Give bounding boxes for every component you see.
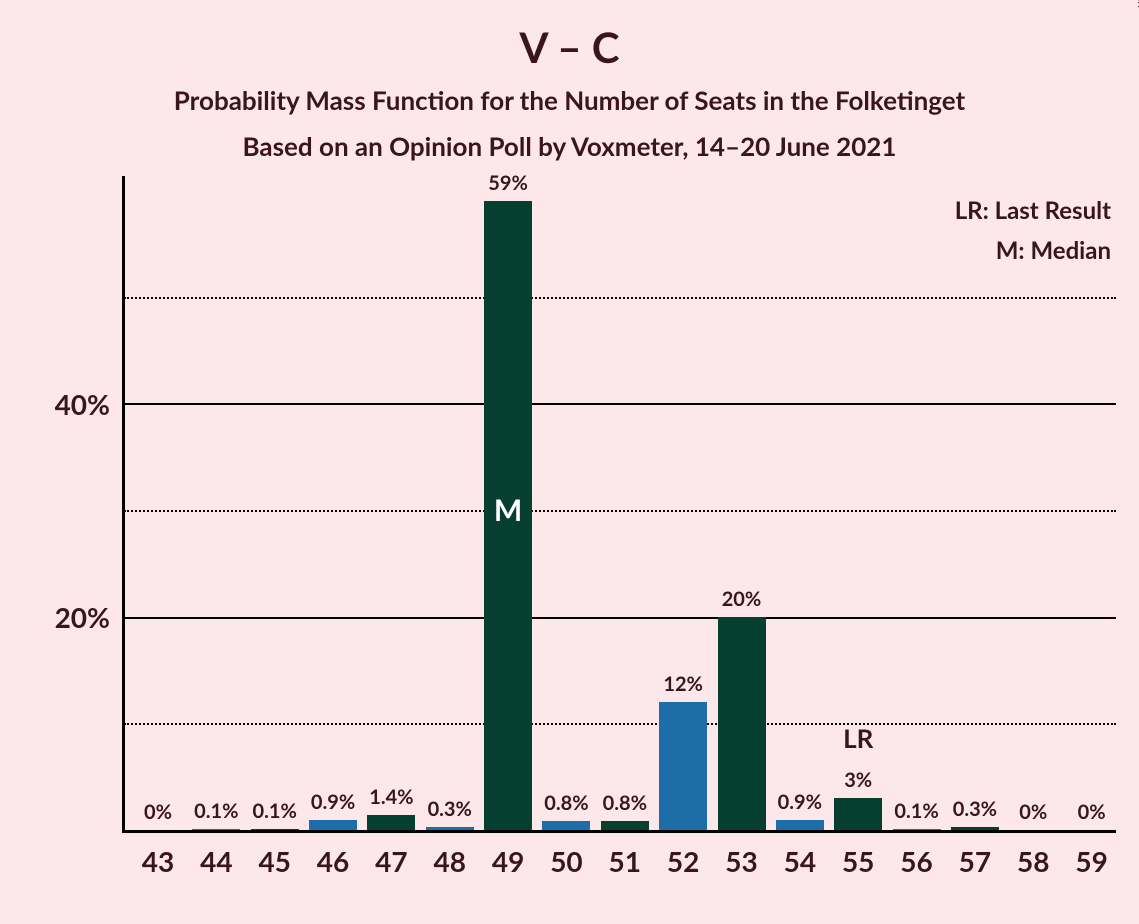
bar [951, 827, 999, 830]
x-tick-label: 58 [1009, 844, 1057, 878]
x-tick-label: 53 [718, 844, 766, 878]
gridline-major [124, 617, 1116, 619]
bar-value-label: 0.1% [245, 799, 305, 823]
y-tick-label: 40% [0, 387, 110, 421]
bar-value-label: 0% [1003, 800, 1063, 824]
gridline-minor [124, 510, 1116, 512]
bar [426, 827, 474, 830]
median-mark: M [484, 492, 532, 528]
bar-value-label: 0.1% [186, 799, 246, 823]
last-result-mark: LR [824, 722, 892, 754]
bar-value-label: 0.8% [536, 791, 596, 815]
bar [251, 829, 299, 830]
chart-subtitle-1: Probability Mass Function for the Number… [0, 84, 1139, 116]
x-tick-label: 50 [542, 844, 590, 878]
bar [192, 829, 240, 830]
x-tick-label: 44 [192, 844, 240, 878]
x-tick-label: 49 [484, 844, 532, 878]
x-tick-label: 43 [134, 844, 182, 878]
x-tick-label: 51 [601, 844, 649, 878]
bar-value-label: 0% [1062, 800, 1122, 824]
bar-value-label: 20% [712, 587, 772, 611]
chart-stage: V – C Probability Mass Function for the … [0, 0, 1139, 924]
x-tick-label: 48 [426, 844, 474, 878]
bar [718, 617, 766, 830]
x-axis-line [122, 830, 1116, 833]
bar [834, 798, 882, 830]
bar [309, 820, 357, 830]
y-axis-line [122, 176, 125, 830]
copyright-text: © 2021 Filip van Laenen [1135, 0, 1139, 8]
bar [542, 821, 590, 830]
bar [776, 820, 824, 830]
bar [893, 829, 941, 830]
x-tick-label: 59 [1068, 844, 1116, 878]
gridline-major [124, 403, 1116, 405]
bar-value-label: 59% [478, 171, 538, 195]
gridline-minor [124, 723, 1116, 725]
bar-value-label: 0.9% [770, 790, 830, 814]
x-tick-label: 47 [367, 844, 415, 878]
bar-value-label: 0.3% [420, 797, 480, 821]
bar-value-label: 3% [828, 768, 888, 792]
x-tick-label: 56 [893, 844, 941, 878]
bar [367, 815, 415, 830]
y-tick-label: 20% [0, 600, 110, 634]
x-tick-label: 52 [659, 844, 707, 878]
chart-title: V – C [0, 22, 1139, 72]
plot-area: 0%0.1%0.1%0.9%1.4%0.3%59%M0.8%0.8%12%20%… [124, 190, 1116, 830]
bar-value-label: 12% [653, 672, 713, 696]
x-tick-label: 55 [834, 844, 882, 878]
bar-value-label: 0.8% [595, 791, 655, 815]
bar [659, 702, 707, 830]
chart-subtitle-2: Based on an Opinion Poll by Voxmeter, 14… [0, 130, 1139, 162]
bar-value-label: 0% [128, 800, 188, 824]
bar-value-label: 1.4% [361, 785, 421, 809]
bar [601, 821, 649, 830]
bar-value-label: 0.3% [945, 797, 1005, 821]
x-tick-label: 46 [309, 844, 357, 878]
x-tick-label: 45 [251, 844, 299, 878]
bar-value-label: 0.9% [303, 790, 363, 814]
x-tick-label: 57 [951, 844, 999, 878]
gridline-minor [124, 297, 1116, 299]
x-tick-label: 54 [776, 844, 824, 878]
bar-value-label: 0.1% [887, 799, 947, 823]
